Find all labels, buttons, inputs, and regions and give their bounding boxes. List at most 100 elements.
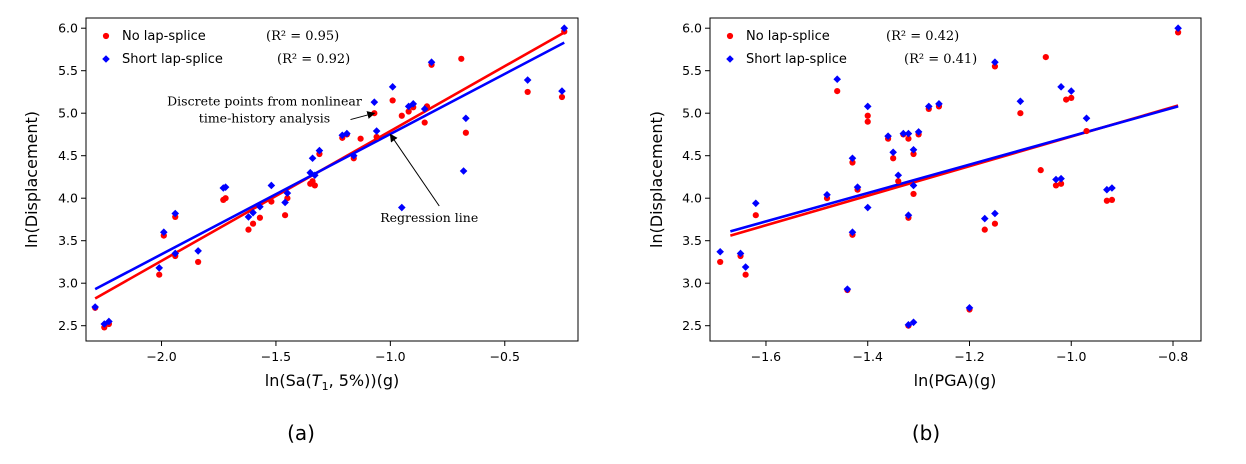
data-point (171, 249, 180, 258)
y-axis-label: ln(Displacement) (647, 111, 666, 248)
data-point (1108, 184, 1116, 192)
data-point (343, 129, 351, 138)
y-tick-label: 3.5 (682, 233, 702, 248)
data-point (1057, 174, 1065, 183)
data-point (741, 263, 750, 271)
data-point (965, 304, 974, 312)
data-point (864, 112, 871, 119)
x-tick-label: −1.0 (1056, 349, 1086, 364)
data-point (281, 212, 289, 219)
y-tick-label: 3.5 (58, 233, 78, 248)
data-point (914, 128, 923, 136)
data-point (462, 114, 470, 123)
legend-label: No lap-splice (122, 29, 206, 44)
data-point (283, 189, 292, 197)
data-point (904, 321, 913, 329)
data-point (195, 258, 202, 266)
data-point (1042, 54, 1049, 61)
x-tick-label: −1.5 (261, 349, 291, 364)
data-point (1052, 182, 1060, 189)
data-point (894, 171, 903, 180)
data-point (388, 83, 397, 91)
data-point (752, 212, 759, 219)
data-point (421, 119, 428, 126)
data-point (889, 148, 897, 157)
legend-marker (102, 32, 110, 40)
data-point (256, 202, 264, 211)
data-point (249, 220, 257, 227)
x-axis-label: ln(Sa(T1, 5%))(g) (265, 371, 400, 393)
y-tick-label: 4.0 (58, 191, 78, 206)
legend-marker (726, 32, 734, 40)
data-point (160, 228, 168, 236)
data-point (981, 226, 988, 233)
data-point (315, 146, 324, 155)
x-tick-label: −1.6 (751, 349, 781, 364)
y-tick-label: 3.0 (682, 276, 702, 291)
r-squared-label: (R² = 0.92) (277, 52, 350, 67)
y-axis-label: ln(Displacement) (22, 111, 41, 248)
data-point (834, 88, 841, 95)
data-point (458, 55, 465, 62)
y-tick-label: 2.5 (58, 318, 78, 333)
data-point (863, 102, 872, 111)
y-tick-label: 6.0 (58, 21, 78, 36)
data-point (935, 100, 943, 108)
data-point (311, 171, 319, 180)
y-tick-label: 3.0 (58, 276, 78, 291)
y-tick-label: 4.5 (682, 148, 702, 163)
y-tick-label: 5.0 (682, 106, 702, 121)
data-point (904, 129, 913, 138)
legend-label: Short lap-splice (746, 52, 847, 67)
data-point (524, 88, 531, 96)
data-point (895, 178, 902, 185)
data-point (910, 150, 917, 158)
data-point (1108, 196, 1116, 203)
data-point (558, 93, 566, 101)
data-point (409, 100, 418, 108)
r-squared-label: (R² = 0.95) (266, 29, 339, 44)
data-point (523, 76, 532, 84)
data-point (991, 58, 999, 66)
data-point (899, 129, 908, 138)
data-point (1037, 167, 1044, 174)
data-point (1175, 29, 1182, 36)
data-point (1052, 175, 1060, 184)
x-tick-label: −0.5 (490, 349, 520, 364)
data-point (558, 87, 566, 95)
data-point (155, 264, 164, 272)
data-point (91, 303, 99, 311)
data-point (890, 155, 897, 162)
regression-line (730, 105, 1179, 233)
data-point (742, 271, 749, 278)
data-point (904, 211, 913, 219)
data-point (1017, 110, 1024, 117)
legend-label: Short lap-splice (122, 52, 223, 67)
data-point (249, 208, 257, 217)
data-point (462, 129, 469, 136)
data-point (863, 203, 872, 212)
data-point (909, 181, 918, 190)
data-point (905, 135, 912, 142)
x-axis-label: ln(PGA)(g) (914, 371, 997, 390)
x-tick-label: −1.4 (853, 349, 883, 364)
data-point (370, 98, 379, 106)
data-point (1082, 114, 1091, 123)
data-point (716, 247, 724, 256)
data-point (864, 118, 871, 125)
x-tick-label: −1.0 (375, 349, 405, 364)
data-point (398, 112, 405, 119)
data-point (349, 151, 358, 160)
data-point (823, 191, 831, 199)
annotation-text: Regression line (380, 210, 478, 225)
data-point (372, 127, 381, 135)
data-point (884, 132, 892, 140)
y-tick-label: 5.5 (58, 63, 78, 78)
data-point (397, 203, 406, 212)
data-point (991, 220, 999, 227)
data-point (105, 317, 113, 326)
data-point (736, 249, 745, 258)
data-point (909, 145, 918, 154)
y-tick-label: 5.5 (682, 63, 702, 78)
chart-panel-b: −1.6 −1.4 −1.2 −1.0 −0.8 2.5 3.0 3.5 4.0 4.5 5.0 5.… (647, 17, 1202, 445)
